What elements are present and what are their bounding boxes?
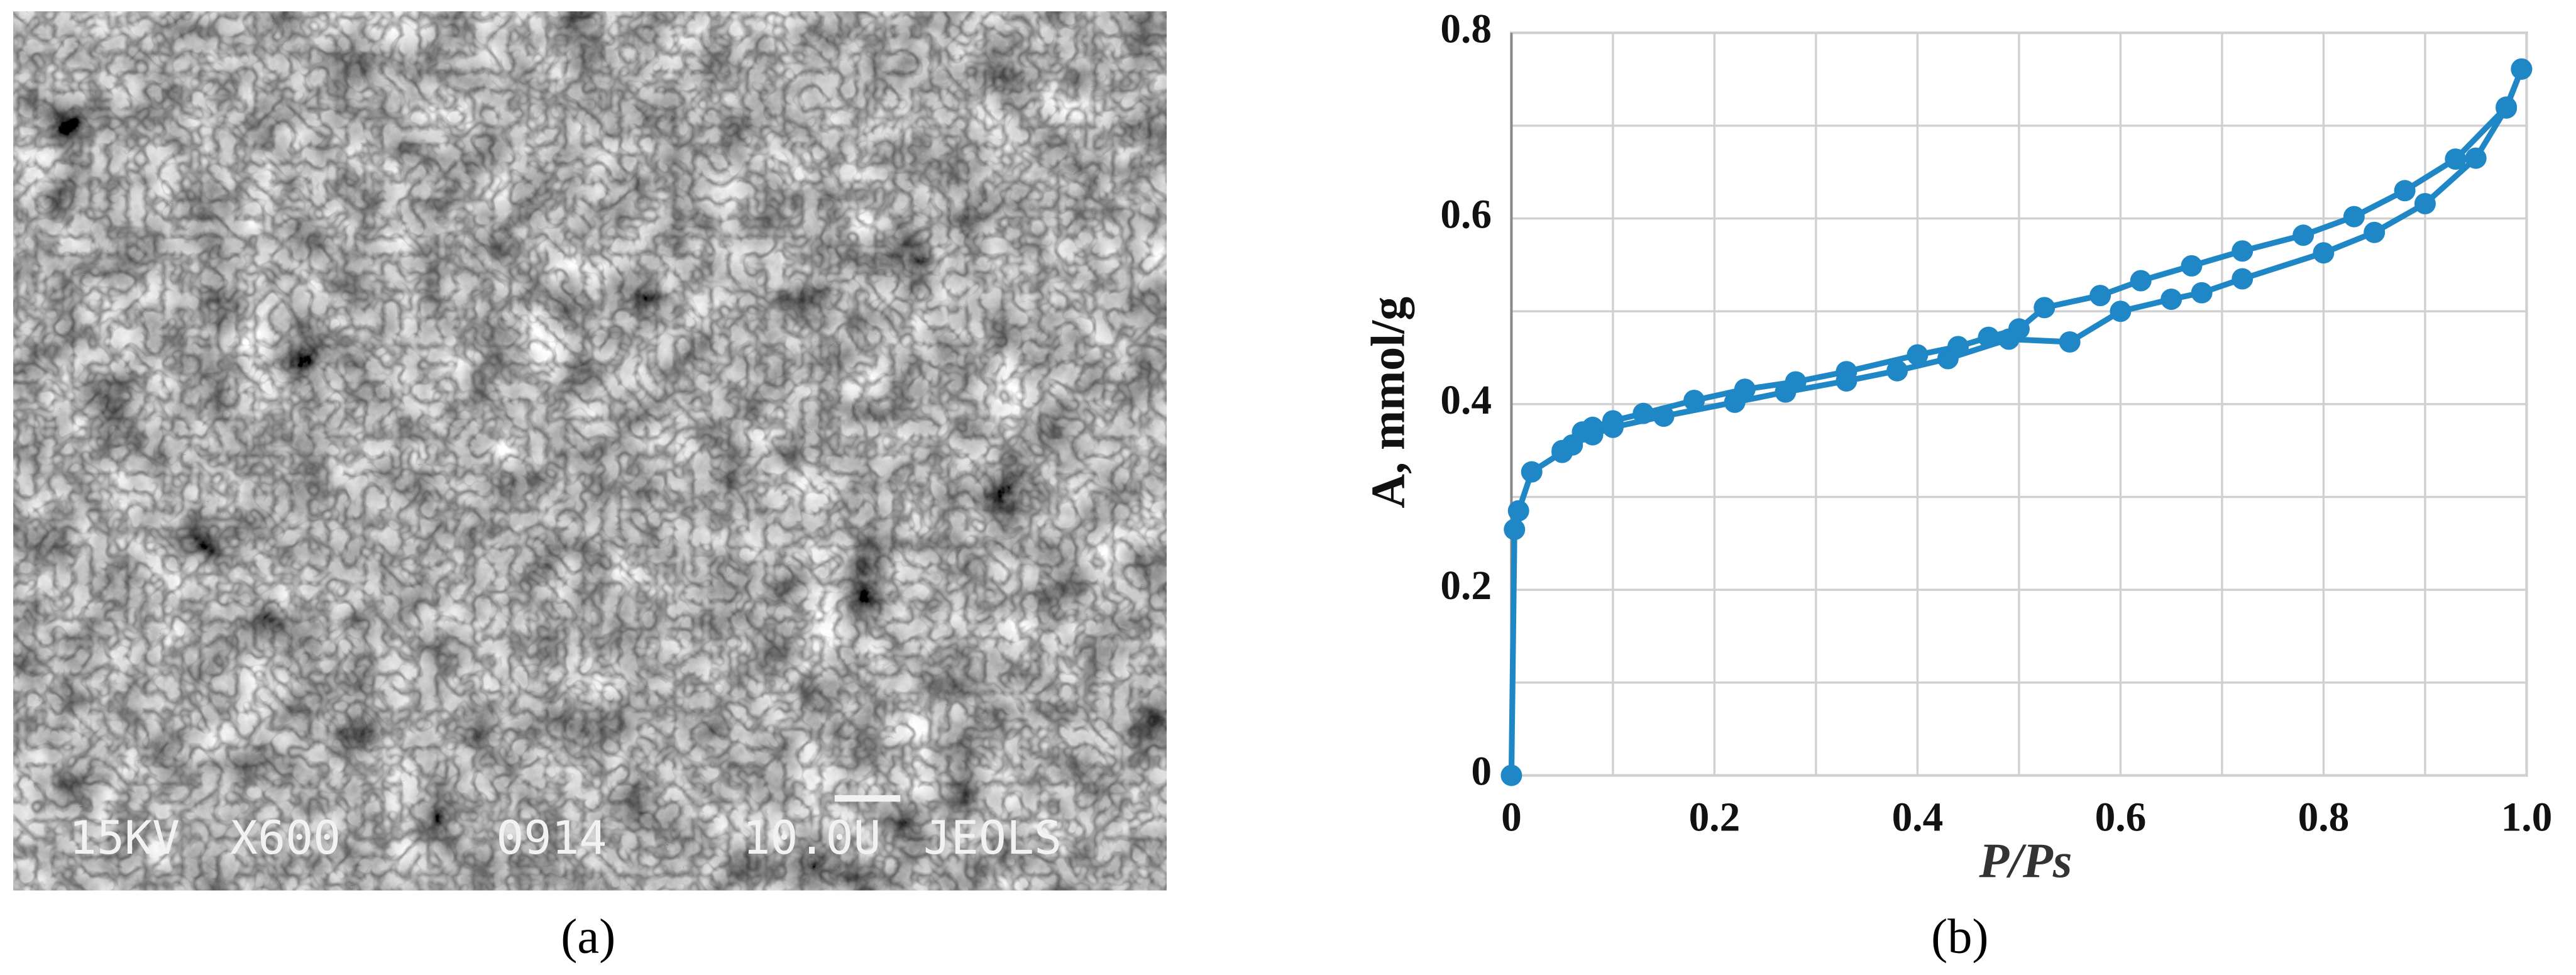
data-point — [1632, 402, 1654, 424]
y-tick-label: 0 — [1471, 749, 1492, 794]
micrograph: 15KV X600 0914 10.0U JEOLS — [13, 11, 1167, 891]
data-point — [2445, 148, 2467, 170]
y-axis-label: A, mmol/g — [1362, 297, 1415, 509]
y-tick-label: 0.8 — [1440, 6, 1492, 52]
data-point — [1521, 461, 1543, 483]
data-point — [2313, 242, 2335, 264]
panel-label: (b) — [1931, 908, 1988, 963]
data-point — [1683, 389, 1705, 411]
data-point — [1907, 344, 1929, 366]
data-point — [2496, 96, 2518, 118]
x-tick-label: 0.2 — [1689, 795, 1741, 840]
data-point — [1836, 361, 1858, 383]
data-point — [2364, 221, 2386, 243]
x-tick-label: 0.8 — [2298, 795, 2350, 840]
data-point — [2293, 224, 2315, 246]
data-point — [2008, 318, 2030, 340]
data-point — [2110, 300, 2132, 322]
data-point — [1507, 500, 1529, 522]
micrograph-text: 0914 — [496, 812, 607, 865]
x-axis-label: P/Ps — [1978, 833, 2072, 888]
data-point — [2191, 282, 2213, 304]
data-point — [2465, 147, 2487, 169]
data-point — [2232, 268, 2254, 290]
x-tick-label: 0.6 — [2095, 795, 2147, 840]
data-point — [2232, 240, 2254, 262]
data-point — [2034, 297, 2056, 319]
y-tick-label: 0.6 — [1440, 192, 1492, 238]
micrograph-text: JEOLS — [923, 812, 1062, 865]
data-point — [2414, 192, 2436, 214]
data-point — [2089, 285, 2111, 307]
x-tick-label: 0.4 — [1892, 795, 1944, 840]
data-point — [2160, 289, 2182, 311]
data-point — [1785, 371, 1807, 393]
data-point — [1551, 439, 1573, 461]
data-point — [2059, 331, 2081, 353]
data-point — [1571, 421, 1593, 443]
data-point — [2343, 206, 2365, 228]
micrograph-text: X600 — [230, 812, 341, 865]
data-point — [2511, 58, 2533, 80]
data-point — [2181, 255, 2203, 277]
data-point — [2130, 270, 2152, 292]
chart: 0 0.2 0.4 0.6 0.8 1.0 0 0.2 0.4 0.6 0.8 P/Ps A, mmol… — [1362, 6, 2553, 888]
data-point — [1602, 410, 1624, 432]
data-point — [1500, 764, 1522, 786]
micrograph-pores — [13, 11, 1167, 891]
panel-label: (a) — [561, 908, 615, 963]
data-point — [1978, 326, 2000, 348]
data-point — [1504, 519, 1526, 541]
micrograph-text: 15KV — [69, 812, 180, 865]
y-tick-label: 0.2 — [1440, 563, 1492, 609]
x-tick-label: 0 — [1501, 795, 1522, 840]
x-tick-label: 1.0 — [2501, 795, 2553, 840]
data-point — [1947, 336, 1969, 358]
data-point — [2394, 180, 2416, 202]
data-point — [1886, 360, 1908, 382]
micrograph-text: 10.0U — [742, 812, 881, 865]
y-tick-label: 0.4 — [1440, 378, 1492, 423]
data-point — [1734, 378, 1756, 400]
